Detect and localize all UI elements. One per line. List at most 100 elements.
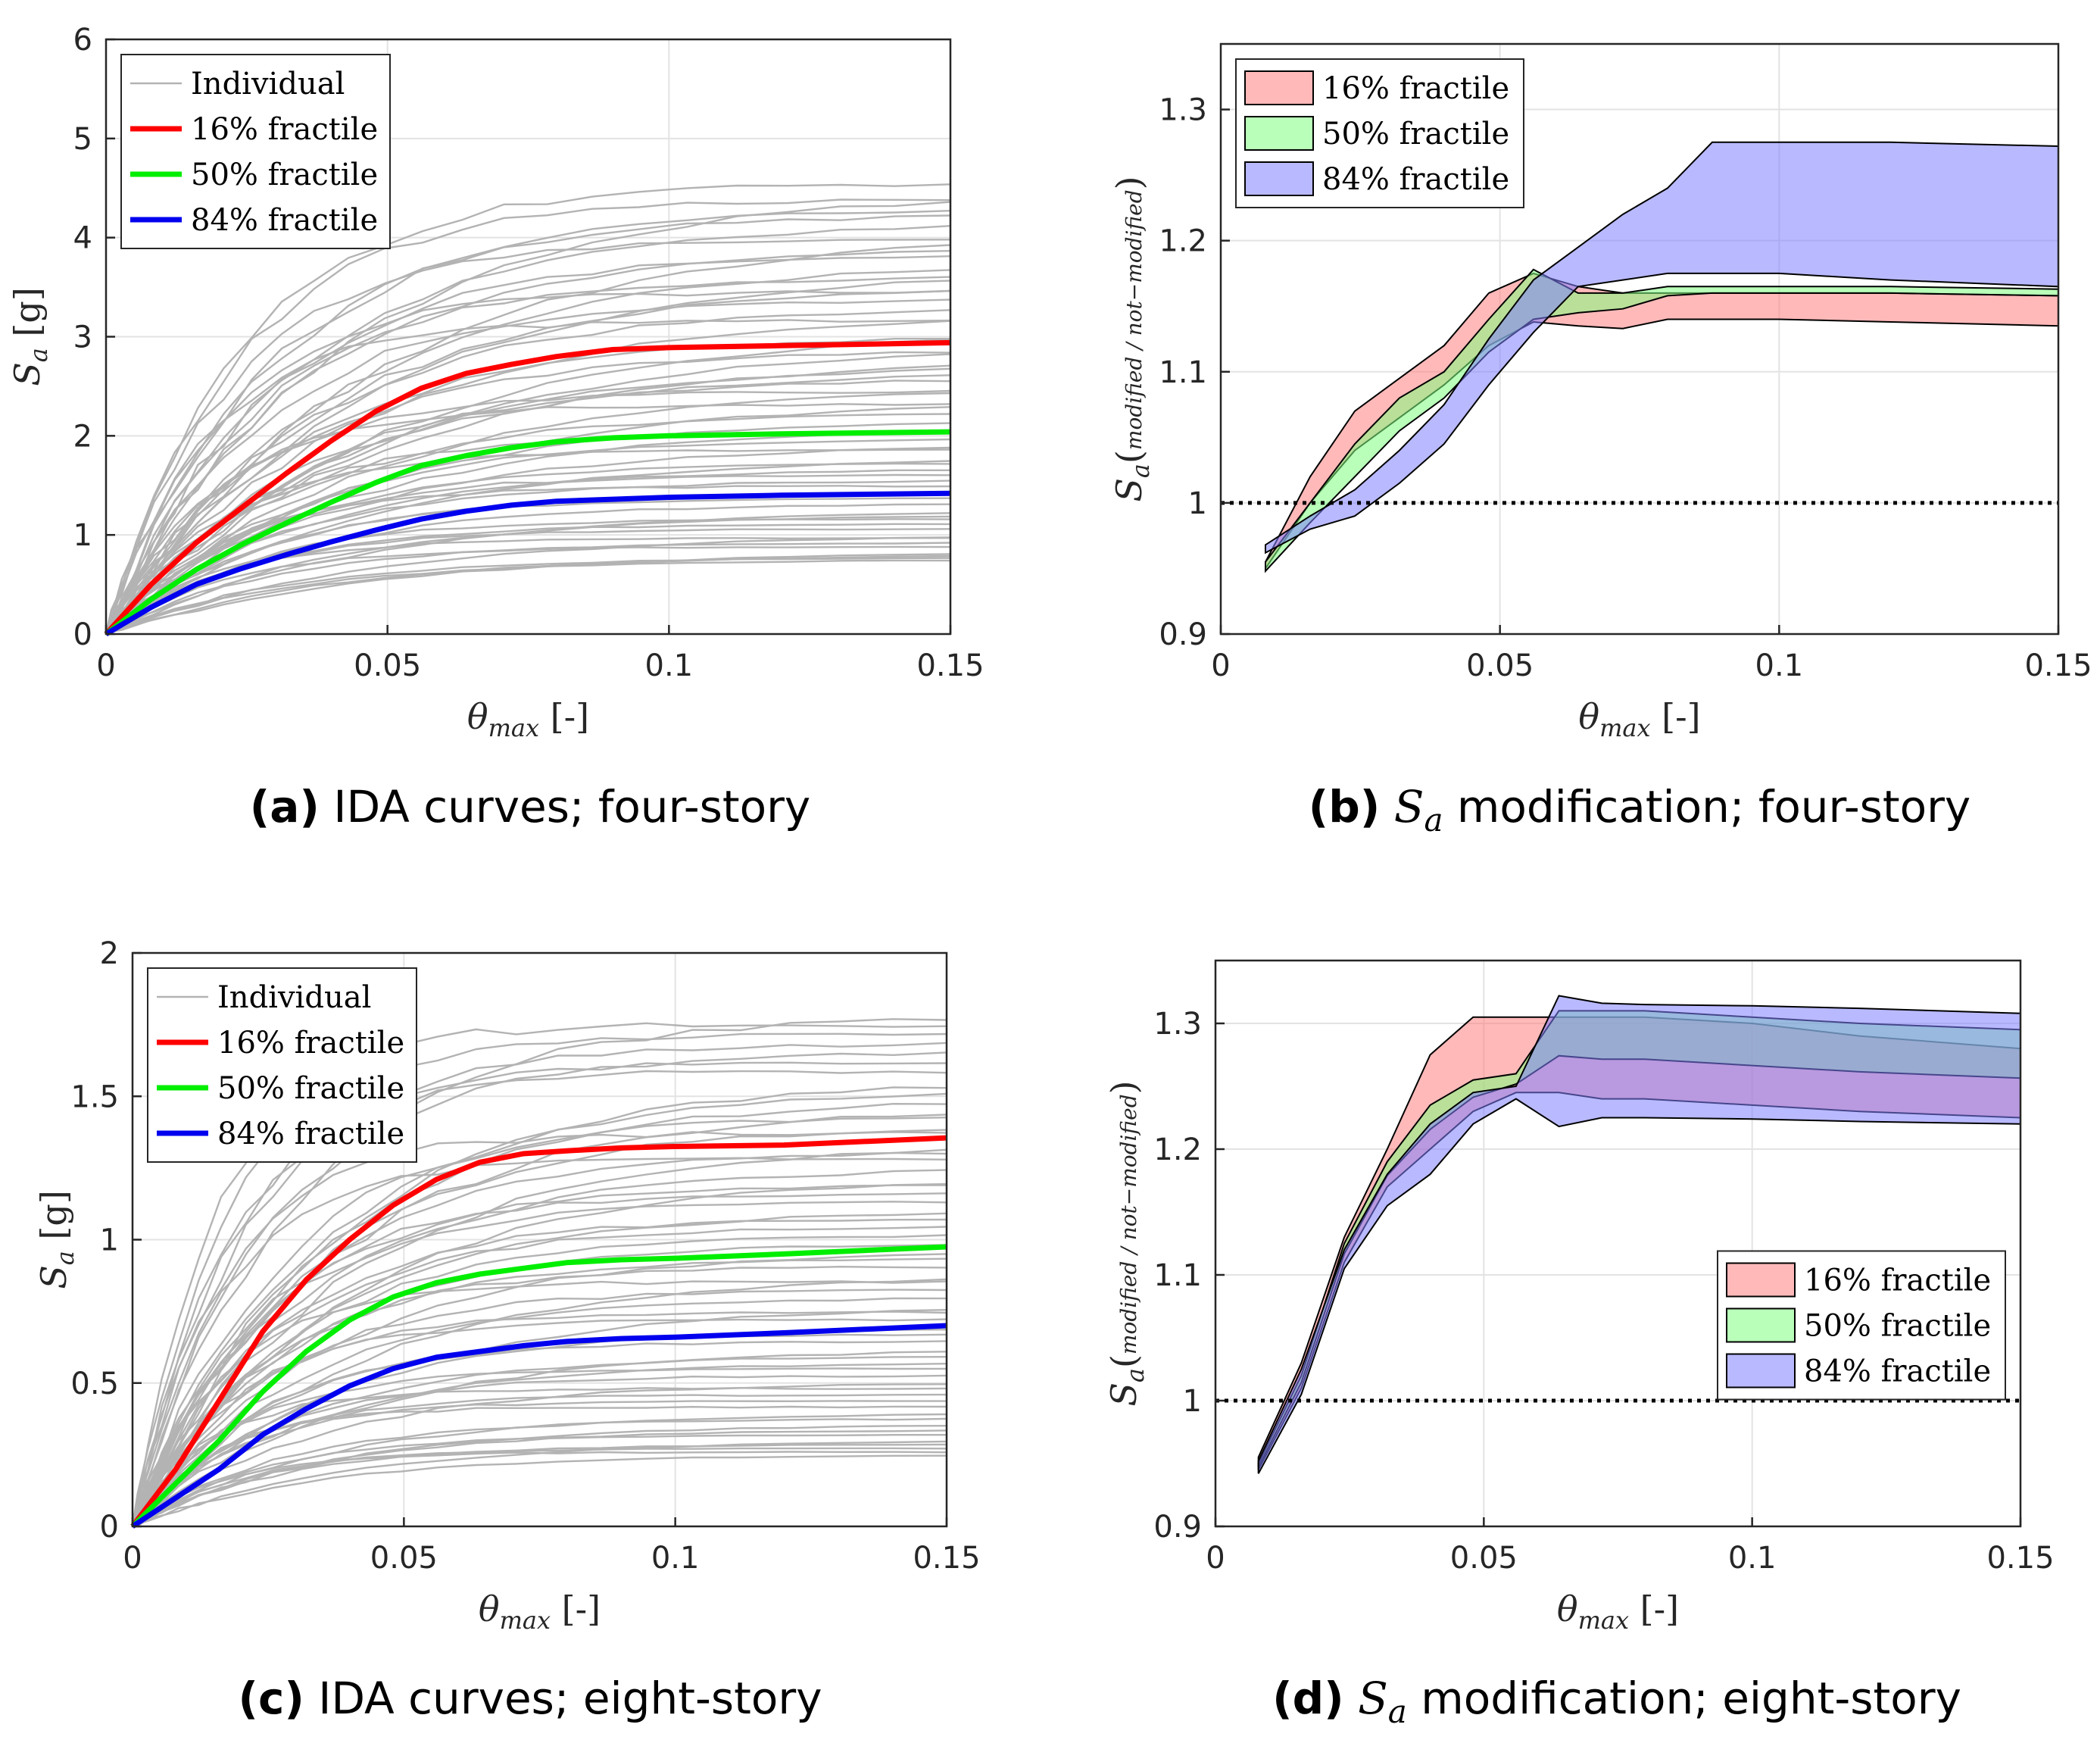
individual-curve	[105, 244, 951, 635]
y-tick-label: 1.5	[70, 1079, 119, 1114]
y-tick-label: 5	[73, 122, 92, 157]
individual-curve	[105, 512, 951, 636]
individual-curve	[132, 1278, 947, 1528]
legend-label: 50% fractile	[191, 158, 378, 192]
y-axis-label-text: Sa [g]	[7, 287, 53, 386]
y-axis-label-text: Sa [g]	[33, 1190, 80, 1289]
individual-curve	[131, 1192, 947, 1527]
panel-caption: (b) Sa modification; four-story	[1309, 781, 1971, 839]
individual-curve	[105, 280, 951, 635]
individual-curve	[105, 276, 951, 635]
individual-curve	[132, 1297, 947, 1528]
individual-curve	[105, 559, 951, 636]
x-axis-label: θmax [-]	[1578, 696, 1700, 742]
panel-caption: (a) IDA curves; four-story	[250, 781, 811, 833]
x-tick-label: 0.15	[2024, 648, 2092, 683]
y-axis-label-text: Sa(modified / not−modified)	[1109, 176, 1155, 501]
x-tick-label: 0	[1206, 1541, 1225, 1576]
individual-curve	[132, 1454, 947, 1528]
y-tick-label: 0	[100, 1510, 119, 1545]
legend: Individual 16% fractile 50% fractile 84% fr…	[120, 54, 391, 249]
y-axis-label-text: Sa(modified / not−modified)	[1103, 1080, 1150, 1406]
legend-swatch	[1726, 1353, 1796, 1389]
legend-swatch	[1244, 70, 1314, 105]
y-tick-label: 1	[73, 518, 92, 553]
x-tick-label: 0.1	[645, 648, 694, 683]
x-axis-label: θmax [-]	[467, 696, 589, 742]
y-tick-label: 1.2	[1153, 1132, 1202, 1167]
individual-curve	[132, 1356, 947, 1527]
y-tick-label: 1.3	[1153, 1007, 1202, 1042]
individual-curve	[132, 1425, 947, 1527]
legend-label: 50% fractile	[1322, 117, 1509, 152]
y-axis-label: Sa(modified / not−modified)	[1109, 176, 1155, 501]
y-axis-label: Sa [g]	[7, 287, 53, 386]
individual-curve	[132, 1351, 947, 1527]
x-tick-label: 0	[96, 648, 115, 683]
legend-swatch	[1244, 161, 1314, 196]
series-line-16	[130, 1135, 947, 1529]
series-line-16	[104, 339, 951, 636]
legend-label: 50% fractile	[1804, 1309, 1991, 1344]
individual-curve	[105, 536, 951, 636]
y-tick-label: 0.5	[70, 1367, 119, 1401]
x-axis-label: θmax [-]	[1557, 1588, 1679, 1635]
individual-curve	[132, 1413, 947, 1528]
x-tick-label: 0.05	[1466, 648, 1534, 683]
legend-label: 84% fractile	[217, 1117, 404, 1151]
individual-curve	[105, 364, 951, 635]
legend-label: 84% fractile	[1322, 162, 1509, 197]
legend-label: Individual	[191, 67, 345, 102]
individual-curve	[105, 239, 951, 635]
y-tick-label: 1.2	[1159, 224, 1207, 259]
individual-curve	[105, 269, 951, 635]
individual-curve	[131, 1151, 947, 1527]
legend-box	[147, 967, 417, 1163]
plot-frame	[1214, 959, 2022, 1528]
individual-curve	[131, 1212, 947, 1527]
individual-curve	[105, 289, 951, 636]
y-tick-label: 6	[73, 23, 92, 58]
legend-swatch	[1726, 1262, 1796, 1298]
y-tick-label: 1	[100, 1223, 119, 1258]
individual-curve	[132, 1440, 947, 1528]
x-axis-label: θmax [-]	[479, 1588, 601, 1635]
x-tick-label: 0.1	[1728, 1541, 1777, 1576]
panel-caption: (d) Sa modification; eight-story	[1272, 1673, 1961, 1730]
y-axis-label: Sa(modified / not−modified)	[1103, 1080, 1150, 1406]
x-tick-label: 0	[123, 1541, 142, 1576]
individual-curve	[105, 515, 951, 635]
x-tick-label: 0.15	[916, 648, 984, 683]
individual-curve	[131, 1114, 947, 1527]
series-line-84	[131, 1323, 947, 1529]
legend-label: 84% fractile	[1804, 1354, 1991, 1389]
panel-a: 0 0.05 0.1 0.15 0 1 2 3 4 5 6 θmax [-] Sa [g] Individ…	[7, 23, 984, 833]
series-line-84	[105, 490, 951, 637]
y-tick-label: 0.9	[1159, 617, 1207, 652]
panel-c: 0 0.05 0.1 0.15 0 0.5 1 1.5 2 θmax [-] Sa [g] Indiv…	[33, 936, 981, 1724]
y-tick-label: 1.1	[1159, 355, 1207, 390]
panel-b: 0 0.05 0.1 0.15 0.9 1 1.1 1.2 1.3 θmax [-] Sa(modi…	[1109, 42, 2092, 839]
individual-curve	[132, 1086, 947, 1527]
individual-curve	[105, 460, 951, 635]
x-tick-label: 0.1	[1755, 648, 1804, 683]
individual-curve	[131, 1318, 947, 1527]
x-tick-label: 0.05	[354, 648, 421, 683]
y-tick-label: 1	[1188, 486, 1207, 521]
individual-curve	[132, 1447, 947, 1528]
panel-caption: (c) IDA curves; eight-story	[238, 1673, 822, 1724]
individual-curve	[105, 462, 951, 636]
x-tick-label: 0.05	[370, 1541, 438, 1576]
individual-curve	[105, 553, 951, 636]
individual-curve	[105, 353, 951, 635]
individual-curve	[131, 1148, 947, 1527]
y-tick-label: 4	[73, 221, 92, 256]
individual-curve	[131, 1182, 947, 1527]
individual-curve	[105, 250, 951, 635]
individual-curve	[132, 1383, 947, 1528]
individual-curve	[105, 201, 951, 635]
legend-label: 16% fractile	[191, 112, 378, 147]
individual-curve	[131, 1117, 947, 1527]
legend-label: 16% fractile	[217, 1026, 404, 1061]
